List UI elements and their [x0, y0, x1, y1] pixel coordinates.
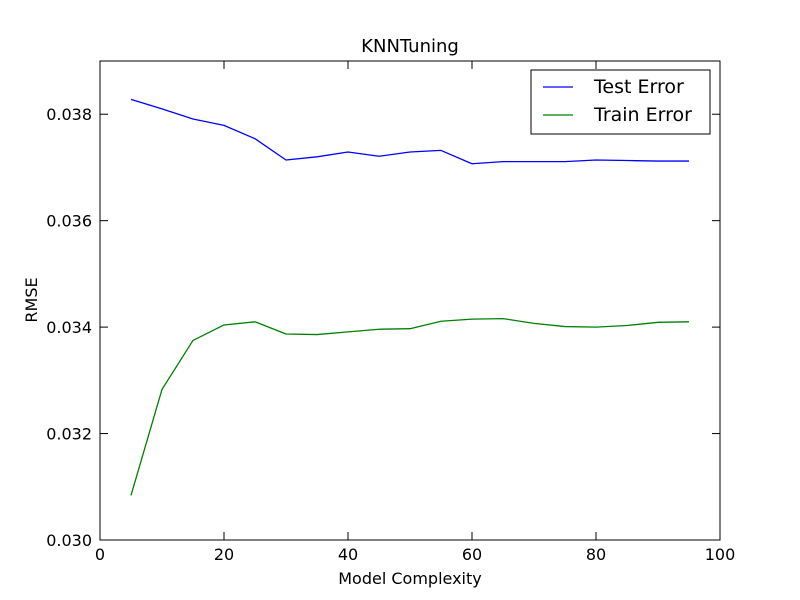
- x-tick-label: 40: [338, 545, 358, 564]
- legend-box: [530, 69, 711, 135]
- y-axis-label: RMSE: [22, 277, 41, 322]
- x-tick-label: 20: [214, 545, 234, 564]
- legend-label-test-error: Test Error: [593, 76, 684, 98]
- y-tick-label: 0.038: [46, 105, 92, 124]
- legend: Test Error Train Error: [530, 69, 711, 135]
- y-tick-label: 0.036: [46, 212, 92, 231]
- chart-title: KNNTuning: [361, 36, 459, 57]
- series-line-train-error: [130, 317, 690, 496]
- axis-tick-labels: 0 20 40 60 80 100 0.030 0.032 0.034 0.036 0.038: [46, 105, 735, 564]
- series-line-test-error: [130, 98, 689, 165]
- x-tick-label: 0: [95, 545, 105, 564]
- x-axis-label: Model Complexity: [338, 569, 482, 588]
- x-tick-label: 60: [462, 545, 482, 564]
- legend-label-train-error: Train Error: [593, 104, 692, 126]
- series-lines: [130, 98, 690, 496]
- y-tick-label: 0.030: [46, 531, 92, 550]
- x-tick-label: 100: [705, 545, 736, 564]
- y-tick-label: 0.034: [46, 318, 92, 337]
- y-tick-label: 0.032: [46, 425, 92, 444]
- x-tick-label: 80: [586, 545, 606, 564]
- plot-frame: [99, 60, 721, 541]
